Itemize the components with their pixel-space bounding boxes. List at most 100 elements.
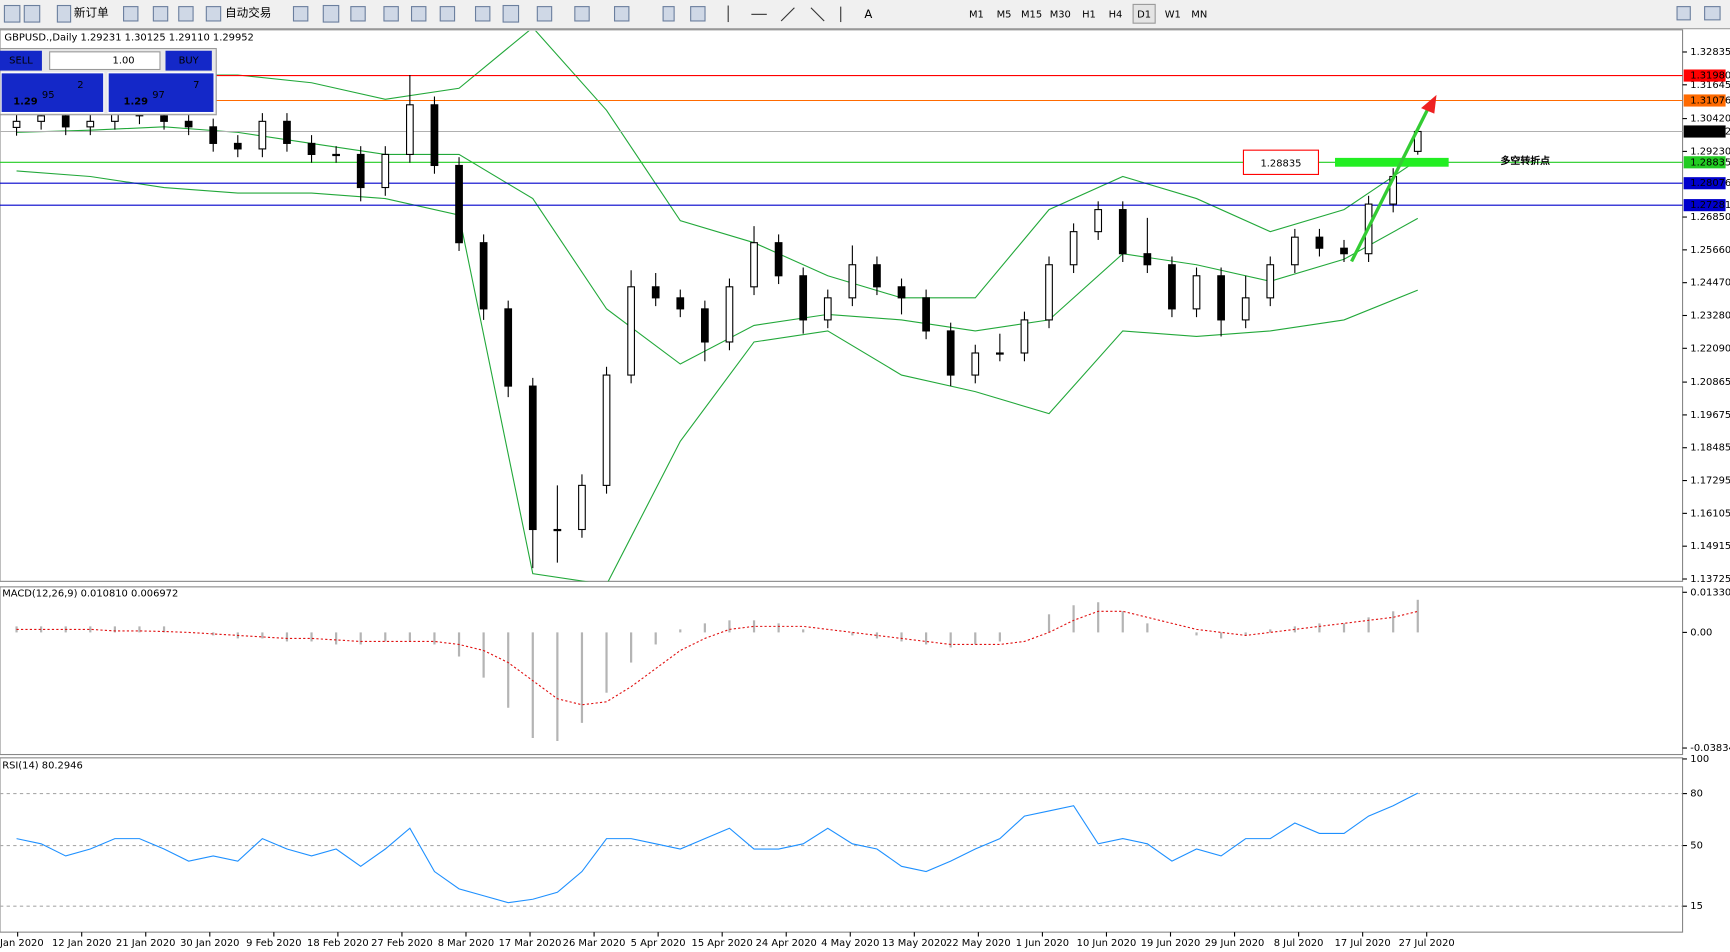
candle-body bbox=[971, 352, 980, 376]
y-tick-label: 1.29230 bbox=[1690, 146, 1730, 157]
x-tick-label: 26 Mar 2020 bbox=[563, 938, 626, 949]
candle-body bbox=[1094, 209, 1103, 233]
price-level-label: 1.31980 bbox=[1690, 71, 1730, 82]
lot-field[interactable] bbox=[49, 51, 161, 71]
x-tick-label: 24 Apr 2020 bbox=[756, 938, 817, 949]
price-level-tag bbox=[1683, 156, 1726, 169]
sell-price-box[interactable] bbox=[0, 72, 105, 114]
y-tick-label: 1.23280 bbox=[1690, 310, 1730, 321]
y-tick-label: 1.16105 bbox=[1690, 508, 1730, 519]
buy-price-pips: 97 bbox=[152, 90, 165, 101]
candle-body bbox=[258, 120, 267, 150]
price-level-tag bbox=[1683, 177, 1726, 190]
lot-size[interactable]: 1.00 bbox=[113, 56, 135, 67]
bollinger-band bbox=[16, 30, 1419, 299]
candle-body bbox=[750, 242, 758, 288]
buy-price-big: 1.29 bbox=[124, 96, 149, 107]
price-pane-title: GBPUSD.,Daily 1.29231 1.30125 1.29110 1.… bbox=[4, 33, 253, 44]
auto-trading-button[interactable]: 自动交易 bbox=[225, 6, 271, 20]
y-tick-label: 1.24470 bbox=[1690, 278, 1730, 289]
candle-body bbox=[922, 297, 930, 332]
timeframe-button[interactable]: M1 bbox=[969, 9, 984, 20]
candle-body bbox=[12, 120, 21, 128]
candle-body bbox=[578, 484, 586, 531]
x-tick-label: 27 Feb 2020 bbox=[371, 938, 433, 949]
timeframe-button[interactable]: H4 bbox=[1109, 9, 1123, 20]
x-tick-label: 13 May 2020 bbox=[882, 938, 947, 949]
timeframe-button[interactable]: M30 bbox=[1050, 9, 1071, 20]
price-level-tag bbox=[1683, 199, 1726, 212]
y-tick-label: 100 bbox=[1690, 754, 1709, 765]
timeframe-button[interactable]: M15 bbox=[1021, 9, 1042, 20]
candle-body bbox=[233, 142, 242, 150]
price-level-tag bbox=[1683, 94, 1726, 107]
macd-title: MACD(12,26,9) 0.010810 0.006972 bbox=[2, 588, 178, 599]
y-tick-label: 50 bbox=[1690, 841, 1703, 852]
candle-body bbox=[627, 286, 635, 376]
x-tick-label: 30 Jan 2020 bbox=[180, 938, 239, 949]
candle-body bbox=[873, 264, 881, 288]
x-tick-label: 1 Jun 2020 bbox=[1016, 938, 1069, 949]
trend-arrow bbox=[1350, 108, 1430, 263]
candle-body bbox=[897, 286, 906, 299]
active-timeframe-frame bbox=[1132, 3, 1156, 24]
sell-price-big: 1.29 bbox=[13, 96, 38, 107]
new-order-button[interactable]: 新订单 bbox=[74, 6, 109, 20]
x-tick-label: 5 Apr 2020 bbox=[631, 938, 686, 949]
candle-body bbox=[209, 126, 218, 144]
sell-header[interactable] bbox=[0, 50, 42, 71]
overlays: 1.32835 1.31645 1.30420 1.29230 1.26850 1.256… bbox=[0, 47, 1730, 949]
price-level-tag bbox=[1683, 125, 1726, 138]
buy-header[interactable] bbox=[165, 50, 212, 71]
candle-body bbox=[725, 286, 734, 343]
sell-button[interactable]: SELL bbox=[9, 56, 33, 67]
price-level-label: 1.31076 bbox=[1690, 95, 1730, 106]
bollinger-band bbox=[16, 170, 1418, 582]
candle-body bbox=[1315, 236, 1324, 249]
buy-button[interactable]: BUY bbox=[179, 56, 200, 67]
timeframe-button[interactable]: D1 bbox=[1137, 9, 1151, 20]
candle-body bbox=[823, 297, 832, 321]
x-tick-label: 27 Jul 2020 bbox=[1399, 938, 1455, 949]
x-tick-label: 8 Jul 2020 bbox=[1274, 938, 1324, 949]
y-tick-label: 1.17295 bbox=[1690, 476, 1730, 487]
y-tick-label: 1.20865 bbox=[1690, 377, 1730, 388]
candle-body bbox=[160, 115, 168, 122]
y-tick-label: 1.26850 bbox=[1690, 212, 1730, 223]
timeframe-button[interactable]: H1 bbox=[1082, 9, 1096, 20]
text-tool[interactable]: A bbox=[864, 7, 872, 21]
timeframe-button[interactable]: W1 bbox=[1165, 9, 1181, 20]
candle-body bbox=[553, 528, 562, 532]
candle-body bbox=[1020, 319, 1029, 354]
y-tick-label: 15 bbox=[1690, 901, 1703, 912]
y-tick-label: 0.00 bbox=[1690, 627, 1712, 638]
rsi-line bbox=[16, 792, 1419, 904]
candle-body bbox=[1143, 253, 1152, 266]
x-tick-label: 29 Jun 2020 bbox=[1205, 938, 1265, 949]
timeframe-button[interactable]: M5 bbox=[997, 9, 1012, 20]
price-plot bbox=[0, 30, 1683, 582]
candle-body bbox=[774, 242, 783, 277]
y-tick-label: 1.18485 bbox=[1690, 443, 1730, 454]
x-tick-label: 18 Feb 2020 bbox=[307, 938, 369, 949]
timeframe-button[interactable]: MN bbox=[1191, 9, 1207, 20]
y-tick-label: 1.25660 bbox=[1690, 245, 1730, 256]
candle-body bbox=[651, 286, 660, 299]
toolbar-icons bbox=[3, 4, 1721, 23]
candle-body bbox=[61, 115, 70, 128]
x-tick-label: 4 May 2020 bbox=[821, 938, 879, 949]
candle-body bbox=[1118, 209, 1127, 255]
sell-price-pips: 95 bbox=[42, 90, 55, 101]
candle-body bbox=[602, 374, 611, 486]
trend-arrowhead bbox=[1421, 94, 1437, 114]
candle-body bbox=[1290, 236, 1299, 266]
candle-body bbox=[479, 242, 488, 310]
candle-body bbox=[701, 308, 709, 343]
timeframe-bar: M1 M5 M15 M30 H1 H4 D1 W1 MN bbox=[969, 3, 1207, 24]
candle-body bbox=[1340, 247, 1348, 255]
y-tick-label: 1.31645 bbox=[1690, 80, 1730, 91]
buy-price-box[interactable] bbox=[107, 72, 215, 114]
macd-pane bbox=[0, 586, 1684, 756]
y-tick-label: 1.30420 bbox=[1690, 114, 1730, 125]
